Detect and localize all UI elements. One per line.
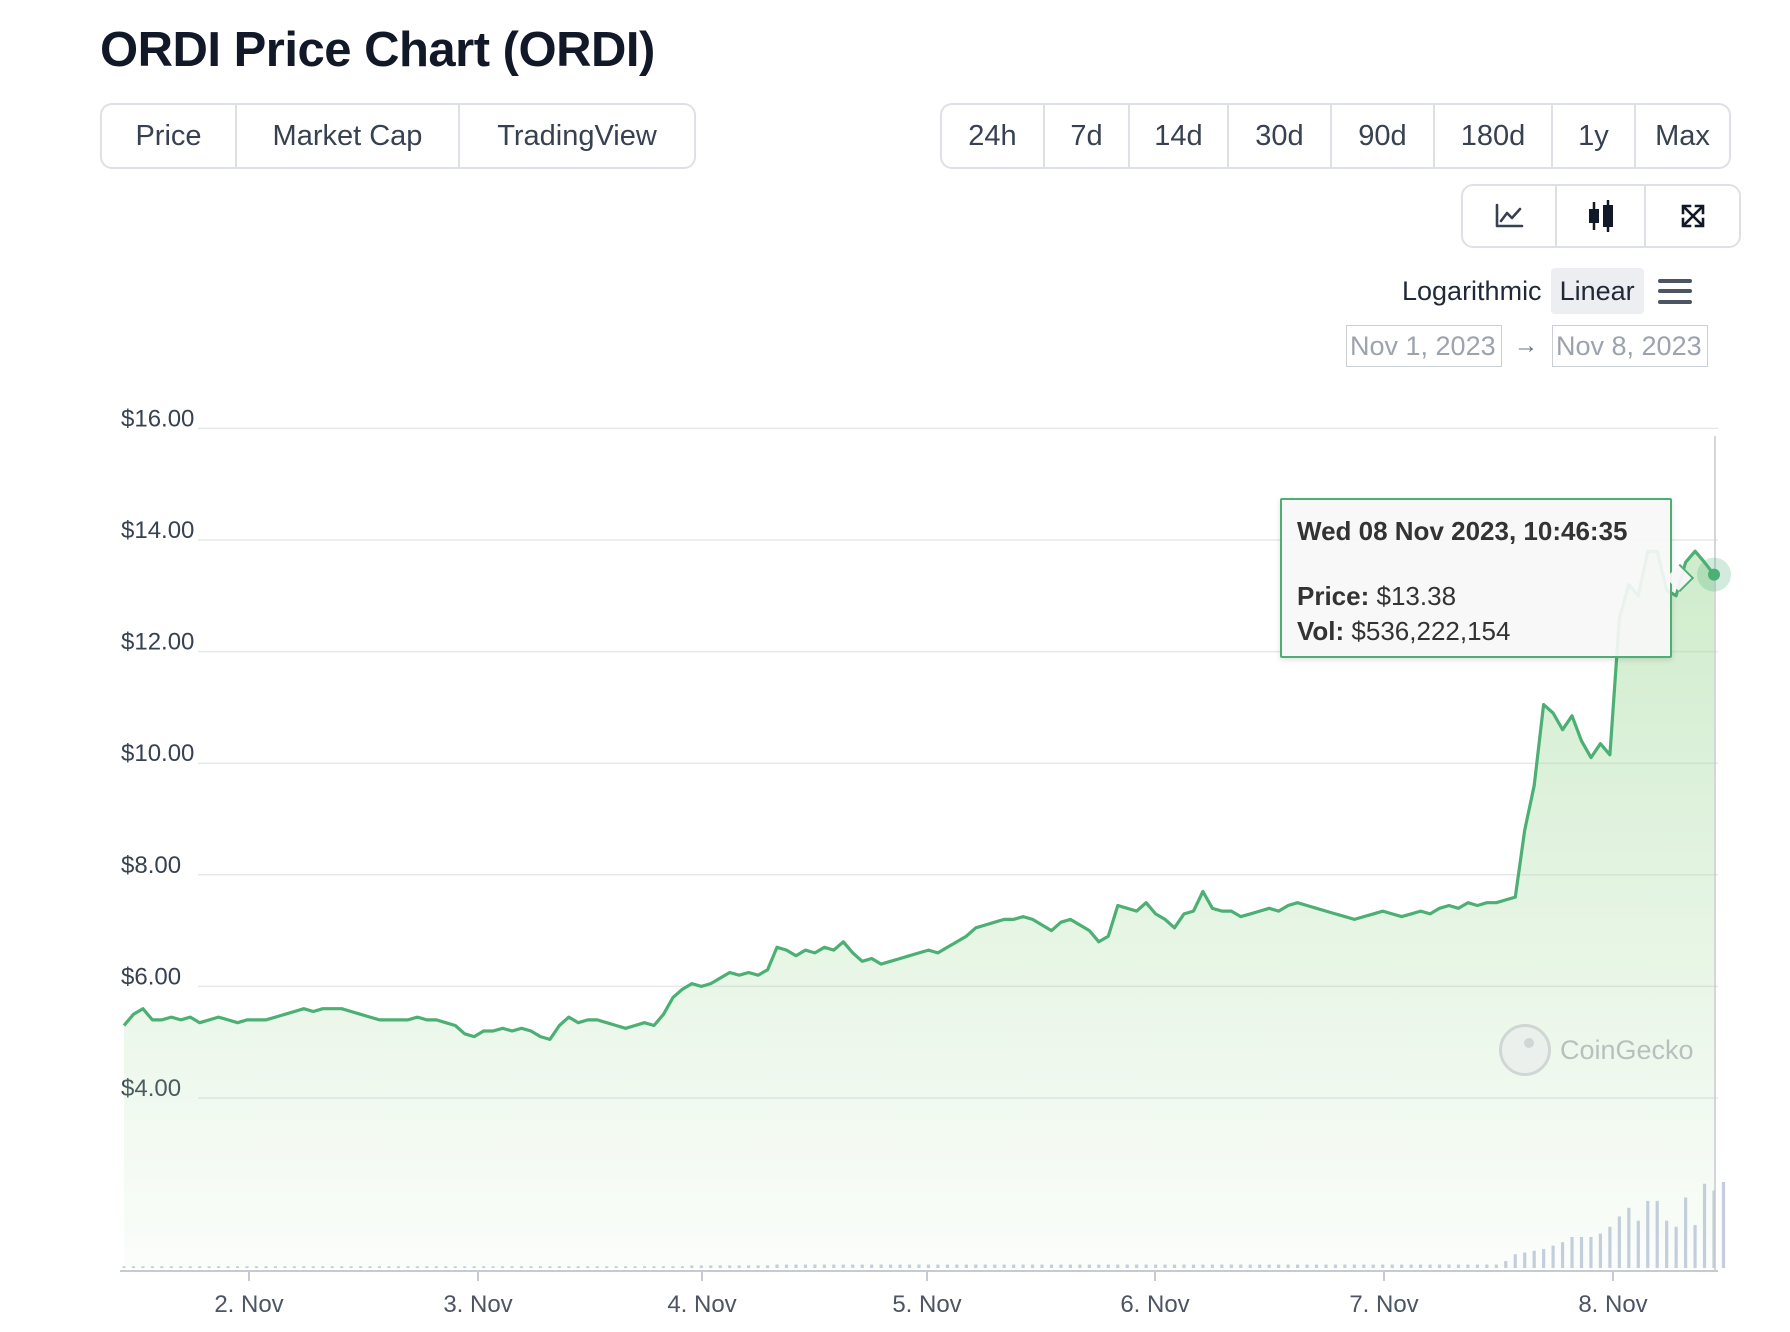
candlestick-icon (1588, 200, 1613, 232)
range-24h-button[interactable]: 24h (942, 105, 1045, 167)
tab-market-cap[interactable]: Market Cap (237, 105, 460, 167)
tab-tradingview[interactable]: TradingView (497, 119, 657, 152)
price-tooltip: Wed 08 Nov 2023, 10:46:35 Price: $13.38 … (1280, 498, 1672, 658)
tooltip-vol-label: Vol: (1297, 616, 1345, 646)
chart-type-tabs: Price Market Cap TradingView (100, 103, 696, 169)
arrow-right-icon: → (1514, 332, 1538, 359)
x-tick-label: 3. Nov (443, 1291, 512, 1318)
tooltip-price: $13.38 (1376, 581, 1457, 611)
x-tick-label: 6. Nov (1120, 1291, 1189, 1318)
line-chart-icon (1495, 203, 1524, 228)
linear-scale-option[interactable]: Linear (1550, 268, 1644, 314)
candlestick-button[interactable] (1557, 186, 1646, 246)
hover-point (1708, 568, 1720, 581)
time-range-tabs: 24h 7d 14d 30d 90d 180d 1y Max (940, 103, 1731, 169)
tab-price[interactable]: Price (102, 105, 237, 167)
tooltip-volume: $536,222,154 (1351, 616, 1511, 646)
tooltip-price-label: Price: (1297, 581, 1370, 611)
y-tick-label: $8.00 (121, 852, 181, 879)
range-90d-button[interactable]: 90d (1332, 105, 1435, 167)
price-line (122, 549, 1716, 1041)
range-7d-button[interactable]: 7d (1045, 105, 1130, 167)
x-tick-label: 7. Nov (1349, 1291, 1418, 1318)
x-tick-label: 4. Nov (667, 1291, 736, 1318)
y-tick-label: $12.00 (121, 629, 194, 656)
date-from-input[interactable]: Nov 1, 2023 (1346, 325, 1502, 367)
tooltip-date: Wed 08 Nov 2023, 10:46:35 (1297, 516, 1628, 546)
fullscreen-icon (1681, 204, 1704, 228)
range-180d-button[interactable]: 180d (1435, 105, 1553, 167)
chart-view-tabs (1461, 184, 1741, 248)
hamburger-menu-icon[interactable] (1657, 278, 1692, 304)
y-tick-label: $14.00 (121, 517, 194, 544)
line-chart-button[interactable] (1463, 186, 1557, 246)
x-tick-label: 8. Nov (1578, 1291, 1647, 1318)
y-tick-label: $6.00 (121, 963, 181, 990)
range-max-button[interactable]: Max (1655, 119, 1710, 152)
x-tick-label: 2. Nov (214, 1291, 283, 1318)
range-14d-button[interactable]: 14d (1130, 105, 1229, 167)
scale-selector: Logarithmic Linear (1393, 268, 1692, 314)
logarithmic-scale-option[interactable]: Logarithmic (1402, 276, 1542, 306)
price-area (124, 551, 1714, 1268)
y-tick-label: $16.00 (121, 405, 194, 432)
fullscreen-button[interactable] (1646, 186, 1739, 246)
watermark-text: CoinGecko (1560, 1034, 1694, 1065)
y-tick-label: $10.00 (121, 740, 194, 767)
range-30d-button[interactable]: 30d (1229, 105, 1332, 167)
date-to-input[interactable]: Nov 8, 2023 (1552, 325, 1708, 367)
volume-bar (1721, 1182, 1726, 1268)
page-title: ORDI Price Chart (ORDI) (100, 23, 655, 77)
coingecko-watermark: CoinGecko (1499, 1024, 1694, 1076)
x-tick-label: 5. Nov (892, 1291, 961, 1318)
range-1y-button[interactable]: 1y (1553, 105, 1636, 167)
coingecko-logo-icon (1499, 1024, 1551, 1076)
